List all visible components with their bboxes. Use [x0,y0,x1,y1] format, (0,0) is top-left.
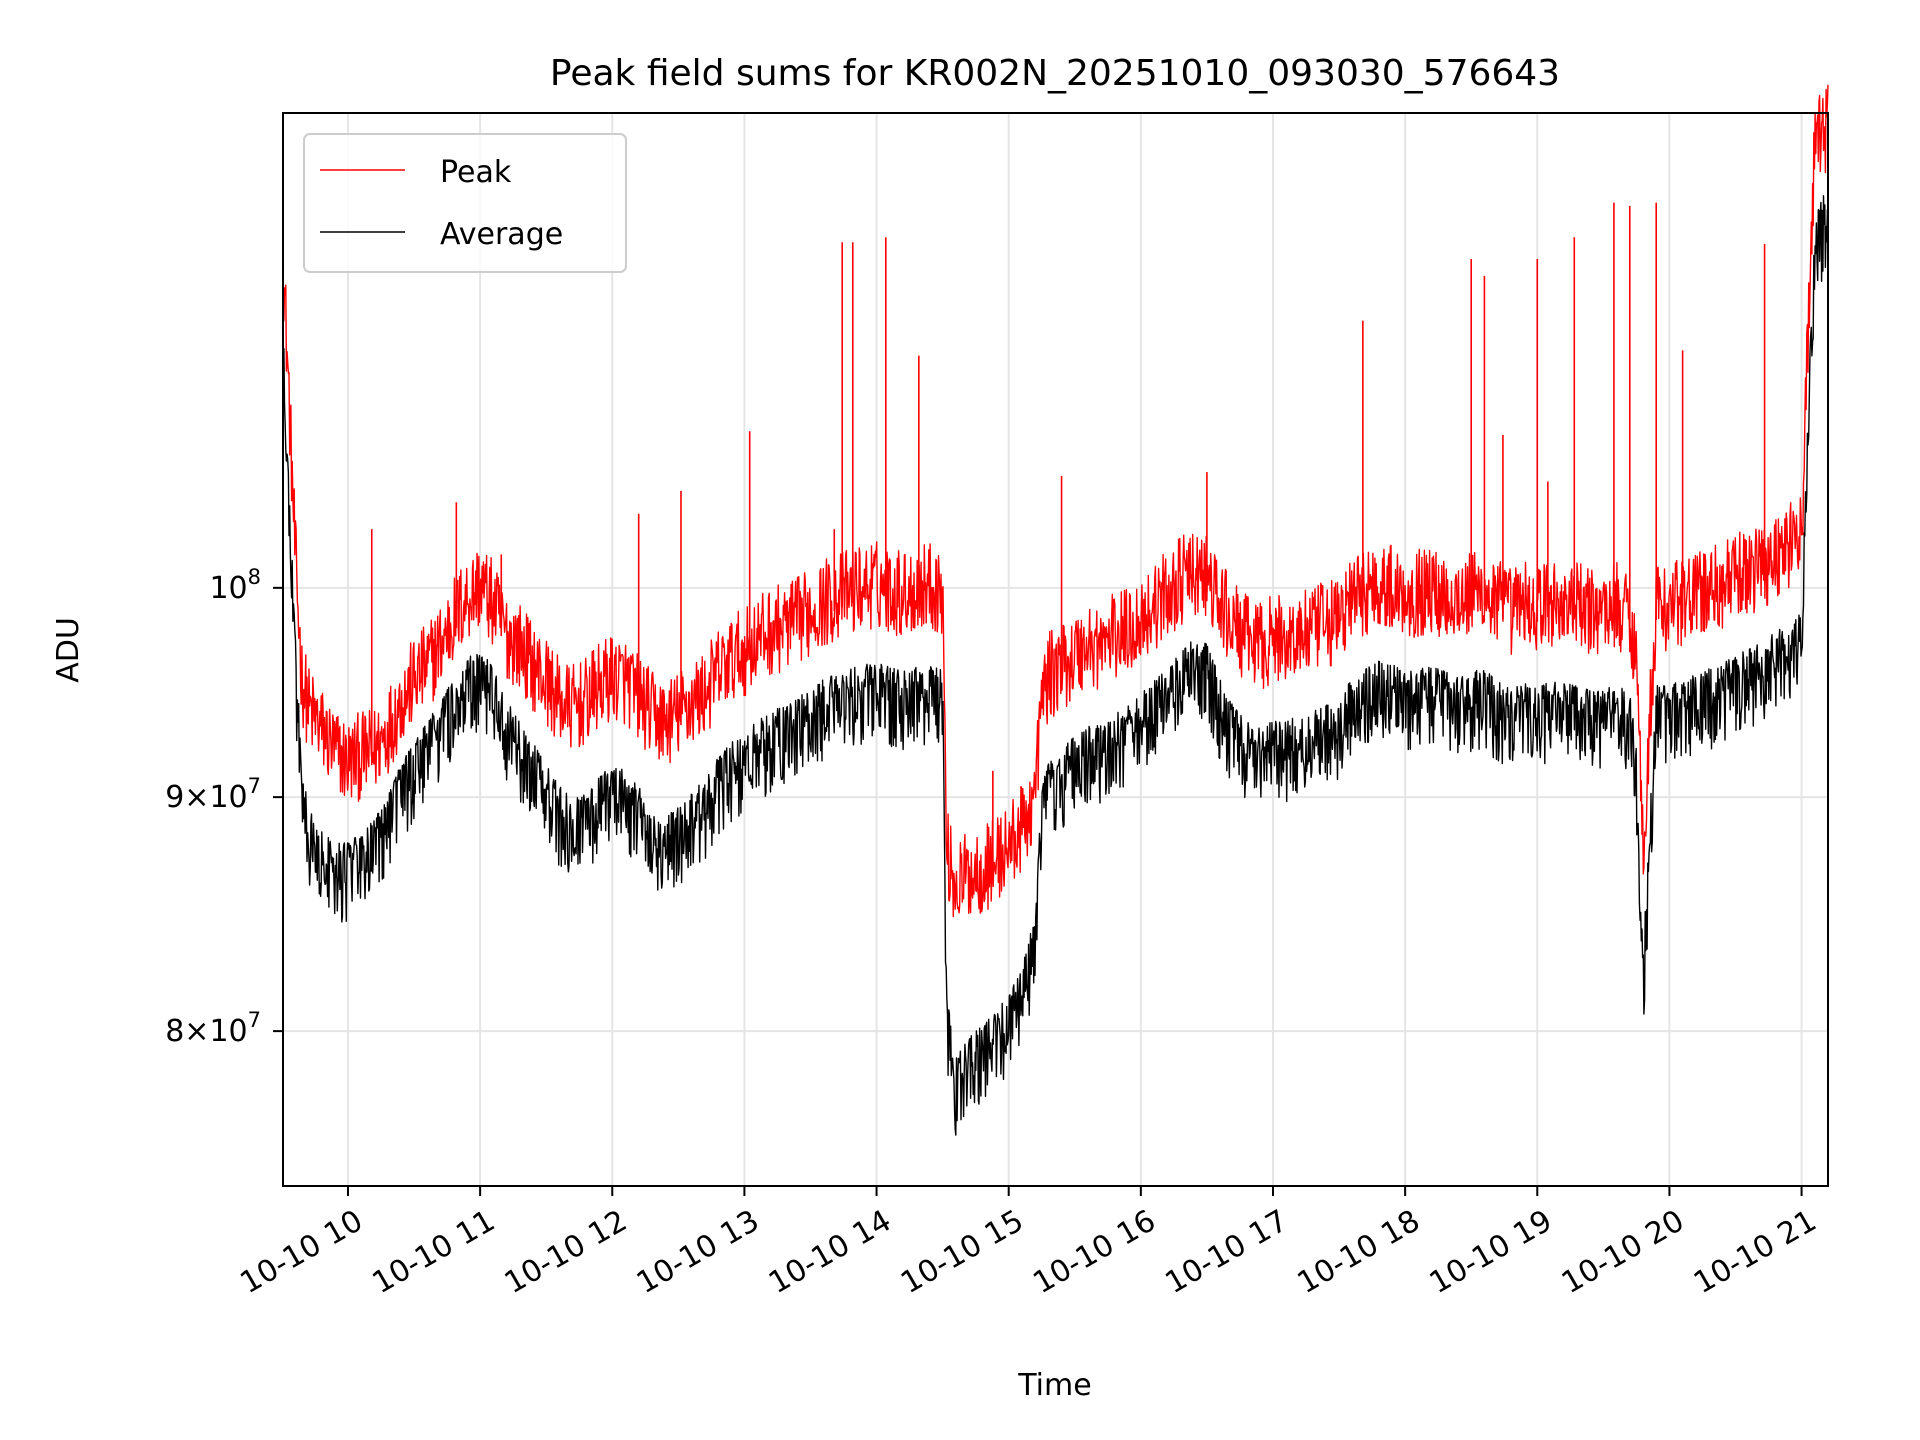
legend: Peak Average [303,133,627,273]
legend-average-label: Average [440,217,563,252]
y-tick-label: 8×107 [165,1008,261,1049]
series-peak [282,84,1829,918]
chart-title: Peak field sums for KR002N_20251010_0930… [550,53,1560,94]
x-axis-label: Time [1017,1368,1091,1403]
y-tick-label: 9×107 [165,774,261,815]
plot-frame [282,112,1829,1187]
y-tick-label: 108 [209,565,261,606]
legend-box [303,133,627,273]
series-line-average [282,195,1829,1136]
y-axis: 8×107 9×107 108 [165,565,283,1049]
series-line-peak [282,84,1829,918]
y-axis-label: ADU [51,617,86,683]
legend-peak-label: Peak [440,155,512,190]
series-average [282,195,1829,1136]
